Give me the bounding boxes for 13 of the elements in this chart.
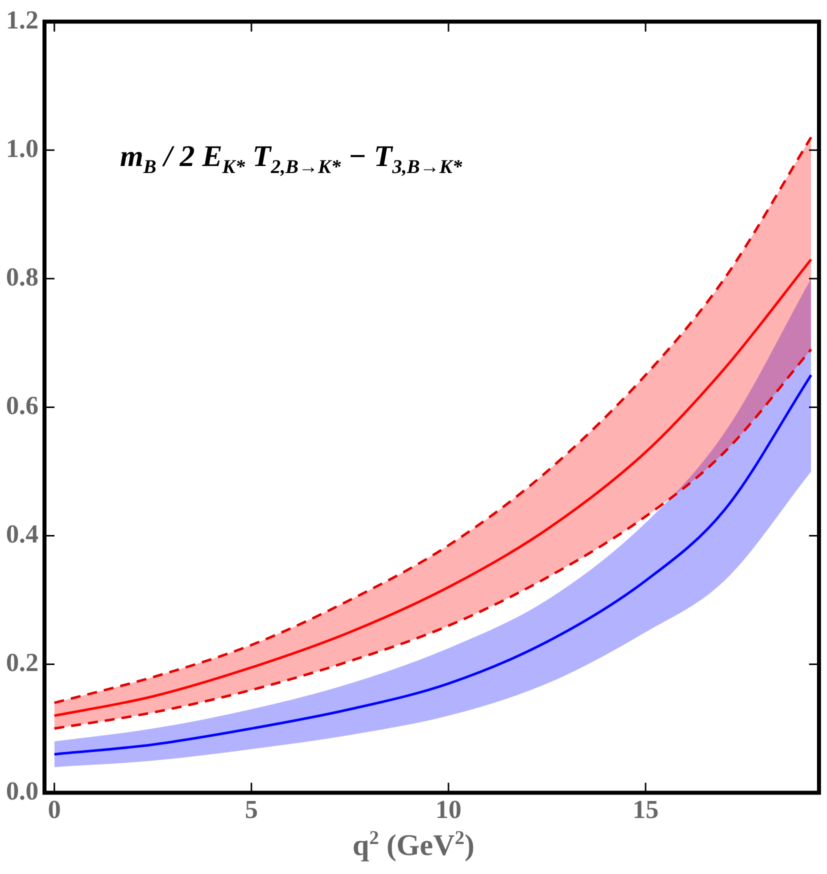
y-tick-label: 1.0	[6, 134, 38, 163]
y-tick-label: 0.2	[6, 648, 38, 677]
y-tick-label: 0.8	[6, 262, 38, 292]
y-tick-label: 0.0	[6, 776, 38, 806]
x-tick-label: 10	[436, 795, 462, 824]
x-tick-label: 15	[632, 795, 659, 824]
annotation: m$_{B}$ / 2 E$_{K*}$ T$_{2,B→K*}$ − T$_{3,B→K*}$	[120, 140, 462, 179]
y-tick-label: 1.2	[6, 5, 38, 34]
y-tick-label: 0.6	[6, 390, 38, 420]
x-tick-label: 5	[244, 795, 258, 824]
y-tick-label: 0.4	[6, 519, 38, 548]
x-tick-label: 0	[48, 795, 61, 824]
x-axis-title: q$^{2}$ (GeV$^{2}$)	[352, 828, 476, 863]
